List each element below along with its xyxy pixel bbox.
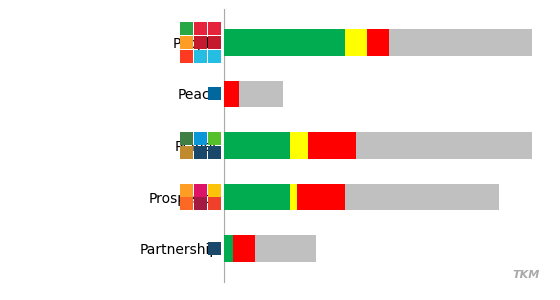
Bar (345, 184, 499, 210)
Bar (255, 235, 316, 262)
Bar (367, 29, 389, 56)
Bar (224, 184, 290, 210)
Bar (233, 235, 255, 262)
Bar (224, 235, 233, 262)
Bar (240, 81, 283, 107)
Bar (224, 81, 240, 107)
Bar (290, 132, 307, 159)
Bar (345, 29, 367, 56)
Text: TKM: TKM (512, 271, 540, 281)
Bar (224, 132, 290, 159)
Bar (389, 29, 532, 56)
Bar (356, 132, 532, 159)
Bar (307, 132, 356, 159)
Bar (224, 29, 345, 56)
Bar (297, 184, 345, 210)
Bar (290, 184, 297, 210)
